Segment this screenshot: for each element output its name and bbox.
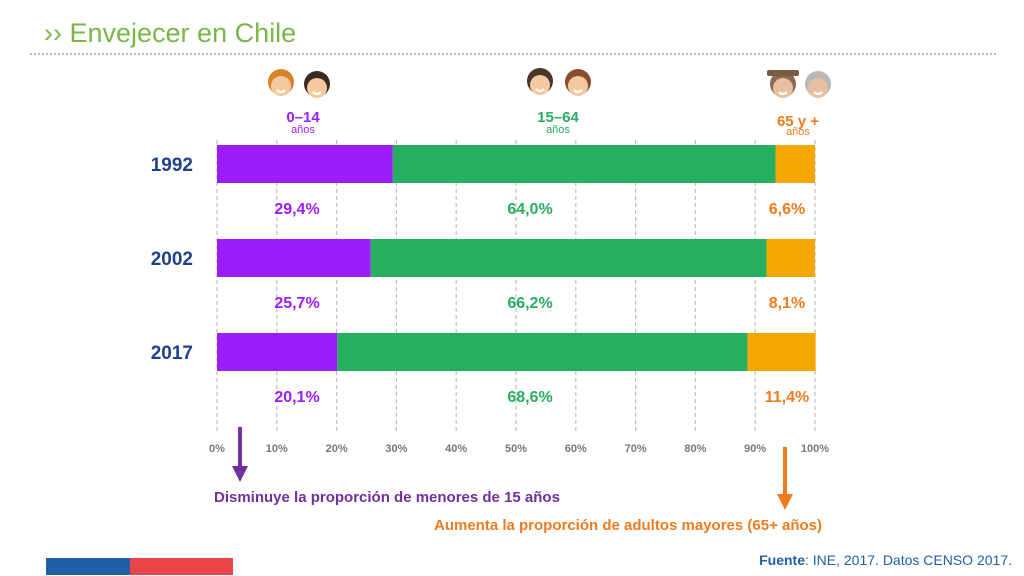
face-smile <box>778 91 788 95</box>
bar-segment <box>392 145 776 183</box>
x-tick-label: 90% <box>744 443 766 455</box>
source-label: Fuente <box>759 552 805 568</box>
value-label: 8,1% <box>769 295 805 312</box>
source-citation: Fuente: INE, 2017. Datos CENSO 2017. <box>759 552 1012 568</box>
year-label: 2002 <box>151 249 193 270</box>
footer-flag-blue <box>46 558 130 575</box>
bar-segment <box>747 333 816 371</box>
x-tick-label: 100% <box>801 443 829 455</box>
group-label-adults-unit: años <box>546 124 570 136</box>
value-label: 11,4% <box>765 389 809 406</box>
face-skin <box>568 76 588 96</box>
x-tick-label: 50% <box>505 443 527 455</box>
group-label-adults-range: 15–64 <box>537 109 579 126</box>
bar-segment <box>217 333 338 371</box>
group-label-adults: 15–64 años <box>518 110 598 136</box>
x-tick-label: 10% <box>266 443 288 455</box>
value-label: 20,1% <box>274 389 319 406</box>
year-label: 1992 <box>151 155 193 176</box>
group-label-children-unit: años <box>291 124 315 136</box>
group-label-elderly-unit: años <box>786 126 810 138</box>
bar-segment <box>766 239 815 277</box>
face-smile <box>813 91 823 95</box>
x-tick-label: 80% <box>684 443 706 455</box>
down-arrow-head-icon <box>232 466 248 482</box>
bar-segment <box>217 145 393 183</box>
value-label: 6,6% <box>769 201 805 218</box>
increase-note: Aumenta la proporción de adultos mayores… <box>434 517 823 534</box>
x-tick-label: 30% <box>385 443 407 455</box>
hat-icon <box>767 70 799 76</box>
bar-segment <box>217 239 371 277</box>
face-skin <box>530 75 550 95</box>
face-smile <box>276 89 286 93</box>
old-man-icon <box>770 71 796 98</box>
bar-segment <box>337 333 748 371</box>
group-label-elderly: 65 y + años <box>758 114 838 138</box>
group-label-children: 0–14 años <box>268 110 338 136</box>
x-tick-label: 20% <box>326 443 348 455</box>
face-skin <box>773 78 793 98</box>
face-skin <box>271 76 291 96</box>
x-tick-label: 60% <box>565 443 587 455</box>
decrease-note: Disminuye la proporción de menores de 15… <box>214 489 560 506</box>
bar-segment <box>775 145 815 183</box>
footer-flag-red <box>130 558 233 575</box>
woman-icon <box>565 69 591 96</box>
year-label: 2017 <box>151 343 193 364</box>
face-skin <box>307 78 327 98</box>
x-tick-label: 40% <box>445 443 467 455</box>
down-arrow-orange-head-icon <box>777 494 793 510</box>
old-woman-icon <box>805 71 831 98</box>
x-tick-label: 0% <box>209 443 225 455</box>
value-label: 68,6% <box>507 389 552 406</box>
girl-icon <box>304 71 330 98</box>
title-divider <box>30 53 996 55</box>
boy-icon <box>268 69 294 96</box>
page-title: ›› Envejecer en Chile <box>44 18 297 48</box>
value-label: 29,4% <box>274 201 319 218</box>
value-label: 64,0% <box>507 201 552 218</box>
value-label: 25,7% <box>274 295 319 312</box>
value-label: 66,2% <box>507 295 552 312</box>
face-smile <box>573 89 583 93</box>
group-label-children-range: 0–14 <box>286 109 320 126</box>
face-skin <box>808 78 828 98</box>
face-smile <box>312 91 322 95</box>
man-icon <box>527 68 553 95</box>
face-smile <box>535 88 545 92</box>
bar-segment <box>370 239 767 277</box>
x-tick-label: 70% <box>625 443 647 455</box>
source-text: : INE, 2017. Datos CENSO 2017. <box>805 552 1012 568</box>
group-label-elderly-range: 65 y + <box>776 113 820 130</box>
